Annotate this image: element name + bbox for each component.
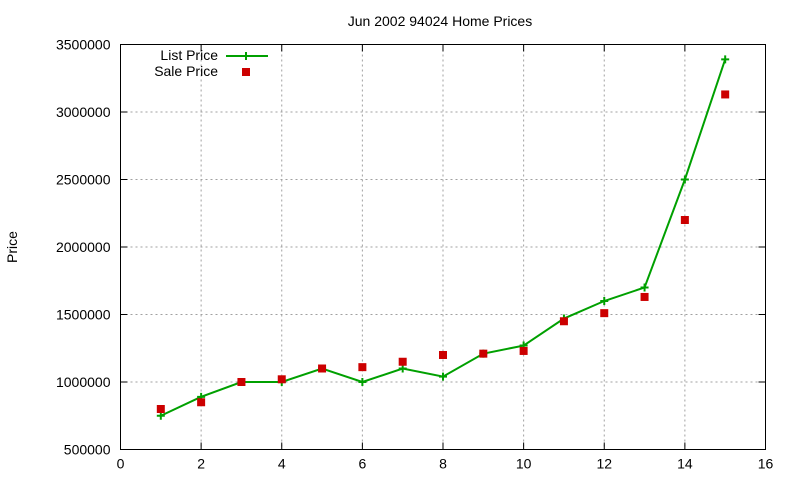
series-line-list-price xyxy=(160,59,727,417)
x-tick-label: 4 xyxy=(278,456,286,472)
x-tick-label: 12 xyxy=(596,456,612,472)
data-point-sale-price xyxy=(398,357,407,366)
data-point-list-price xyxy=(358,378,367,386)
x-tick-label: 16 xyxy=(758,456,774,472)
chart-title: Jun 2002 94024 Home Prices xyxy=(348,13,532,29)
data-point-sale-price xyxy=(439,351,447,359)
data-point-sale-price xyxy=(600,309,609,318)
data-point-sale-price xyxy=(680,216,689,224)
data-point-sale-price xyxy=(479,349,488,358)
data-point-sale-price xyxy=(358,363,367,372)
data-point-sale-price xyxy=(277,375,286,384)
data-point-list-price xyxy=(398,364,407,373)
data-point-list-price xyxy=(721,55,730,64)
y-tick-label: 1000000 xyxy=(56,374,111,390)
series-layer xyxy=(156,55,730,420)
x-tick-label: 10 xyxy=(516,456,532,472)
data-point-sale-price xyxy=(156,405,165,413)
data-point-sale-price xyxy=(640,292,649,301)
legend: List Price Sale Price xyxy=(154,47,268,79)
legend-marker-sale-price xyxy=(242,68,250,76)
grid xyxy=(120,44,766,450)
x-tick-label: 6 xyxy=(358,456,366,472)
y-axis-label: Price xyxy=(4,231,20,263)
data-point-list-price xyxy=(439,372,447,381)
x-tick-label: 8 xyxy=(439,456,447,472)
y-tick-label: 2000000 xyxy=(56,239,111,255)
y-tick-label: 2500000 xyxy=(56,172,111,188)
legend-marker-list-price xyxy=(242,52,250,60)
y-tick-label: 500000 xyxy=(64,442,111,458)
data-point-sale-price xyxy=(197,398,206,407)
data-point-list-price xyxy=(640,283,649,292)
data-point-list-price xyxy=(600,297,609,305)
legend-label-list-price: List Price xyxy=(160,47,218,63)
legend-label-sale-price: Sale Price xyxy=(154,63,218,79)
y-tick-label: 3500000 xyxy=(56,37,111,53)
x-tick-label: 2 xyxy=(197,456,205,472)
y-tick-label: 3000000 xyxy=(56,104,111,120)
y-axis: 500000 1000000 1500000 2000000 2500000 300000… xyxy=(56,37,766,458)
data-point-sale-price xyxy=(721,90,730,99)
data-point-sale-price xyxy=(237,378,246,386)
data-point-list-price xyxy=(156,411,165,420)
x-axis: 0 2 4 6 8 10 12 14 16 xyxy=(117,44,774,472)
data-point-sale-price xyxy=(519,346,528,355)
x-tick-label: 14 xyxy=(677,456,693,472)
data-point-sale-price xyxy=(559,317,568,326)
data-point-sale-price xyxy=(318,364,327,373)
y-tick-label: 1500000 xyxy=(56,307,111,323)
x-tick-label: 0 xyxy=(117,456,125,472)
data-point-list-price xyxy=(680,175,689,184)
